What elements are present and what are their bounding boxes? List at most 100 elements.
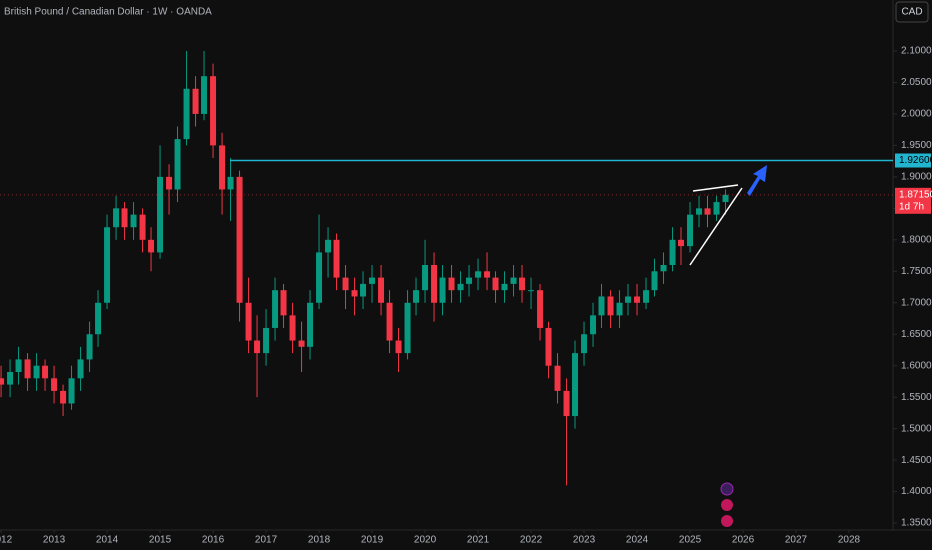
candle-body [475, 271, 482, 278]
last-price-label: 1.87150 [899, 189, 932, 200]
candle-body [316, 252, 323, 303]
x-tick-label: 2013 [43, 535, 66, 546]
x-tick-label: 2027 [785, 535, 808, 546]
y-tick-label: 1.60000 [901, 360, 932, 371]
candle-body [722, 194, 729, 203]
candle-body [166, 176, 173, 190]
candle-body [113, 208, 120, 228]
candle-body [696, 208, 703, 215]
candle-body [678, 239, 685, 247]
plot [0, 50, 729, 486]
event-icon[interactable] [721, 515, 733, 527]
candle-body [395, 340, 402, 354]
event-icon[interactable] [721, 499, 733, 511]
candle-body [183, 88, 190, 140]
x-tick-label: 2026 [732, 535, 755, 546]
candle-body [439, 277, 446, 303]
y-tick-label: 1.50000 [901, 423, 932, 434]
wedge-lower [689, 187, 743, 266]
candle-body [537, 290, 544, 328]
candle-body [298, 340, 305, 347]
candle-body [7, 372, 14, 385]
level-tag [895, 153, 931, 168]
x-tick-label: 2014 [96, 535, 119, 546]
currency-button[interactable]: CAD [901, 7, 922, 18]
candle-body [616, 302, 623, 316]
candle-body [157, 176, 164, 253]
candle-body [272, 290, 279, 328]
candle-body [236, 176, 243, 303]
candle-body [68, 378, 75, 404]
y-tick-label: 1.40000 [901, 486, 932, 497]
candle-body [643, 290, 650, 303]
candle-body [342, 277, 349, 291]
candle-body [413, 290, 420, 303]
x-tick-label: 2015 [149, 535, 172, 546]
x-tick-label: 2019 [361, 535, 384, 546]
candle-body [60, 390, 67, 404]
x-tick-label: 2024 [626, 535, 649, 546]
candle-body [148, 239, 155, 253]
x-tick-label: 2022 [520, 535, 543, 546]
arrow [747, 165, 767, 196]
x-tick-label: 2028 [838, 535, 861, 546]
candle-body [687, 214, 694, 247]
candle-body [219, 145, 226, 190]
candle-body [139, 214, 146, 240]
y-tick-label: 1.90000 [901, 172, 932, 183]
x-tick-label: 2021 [467, 535, 490, 546]
candle-body [519, 277, 526, 291]
event-icon[interactable] [720, 482, 734, 496]
candle-body [669, 239, 676, 265]
candle-body [201, 76, 208, 114]
x-tick-label: 2017 [255, 535, 278, 546]
candle-body [245, 302, 252, 341]
candle-body [369, 277, 376, 284]
x-tick-label: 2025 [679, 535, 702, 546]
wedge-upper [692, 184, 739, 192]
candle-body [581, 334, 588, 354]
x-tick-label: 2012 [0, 535, 13, 546]
candle-body [651, 271, 658, 291]
candle-body [528, 290, 535, 292]
y-tick-label: 1.55000 [901, 392, 932, 403]
candle-body [263, 327, 270, 354]
x-tick-label: 2018 [308, 535, 331, 546]
candle-body [351, 290, 358, 297]
candle-body [307, 302, 314, 347]
candle-body [280, 290, 287, 316]
x-tick-label: 2020 [414, 535, 437, 546]
candle-body [448, 277, 455, 291]
candle-body [563, 390, 570, 417]
candle-body [254, 340, 261, 354]
y-tick-label: 1.75000 [901, 266, 932, 277]
currency-button-frame[interactable] [895, 1, 929, 23]
x-tick-label: 2016 [202, 535, 225, 546]
candle-body [554, 365, 561, 391]
candle-body [33, 365, 40, 379]
candle-body [660, 265, 667, 272]
x-tick-label: 2023 [573, 535, 596, 546]
y-tick-label: 1.45000 [901, 455, 932, 466]
symbol-header: British Pound / Canadian Dollar · 1W · O… [4, 7, 212, 18]
candle-body [590, 315, 597, 335]
candle-body [104, 227, 111, 303]
y-tick-label: 1.35000 [901, 518, 932, 529]
candle-body [510, 277, 517, 284]
candle-body [704, 208, 711, 215]
candle-body [404, 302, 411, 354]
candle-body [121, 208, 128, 228]
candle-body [634, 296, 641, 303]
candle-body [51, 378, 58, 391]
candle-body [360, 283, 367, 297]
candle-body [15, 359, 22, 373]
level-label: 1.92600 [899, 155, 932, 166]
candle-body [24, 359, 31, 379]
candle-body [333, 239, 340, 278]
y-tick-label: 1.70000 [901, 297, 932, 308]
candle-body [607, 296, 614, 316]
candle-body [598, 296, 605, 316]
candle-body [210, 76, 217, 146]
candle-body [86, 334, 93, 360]
